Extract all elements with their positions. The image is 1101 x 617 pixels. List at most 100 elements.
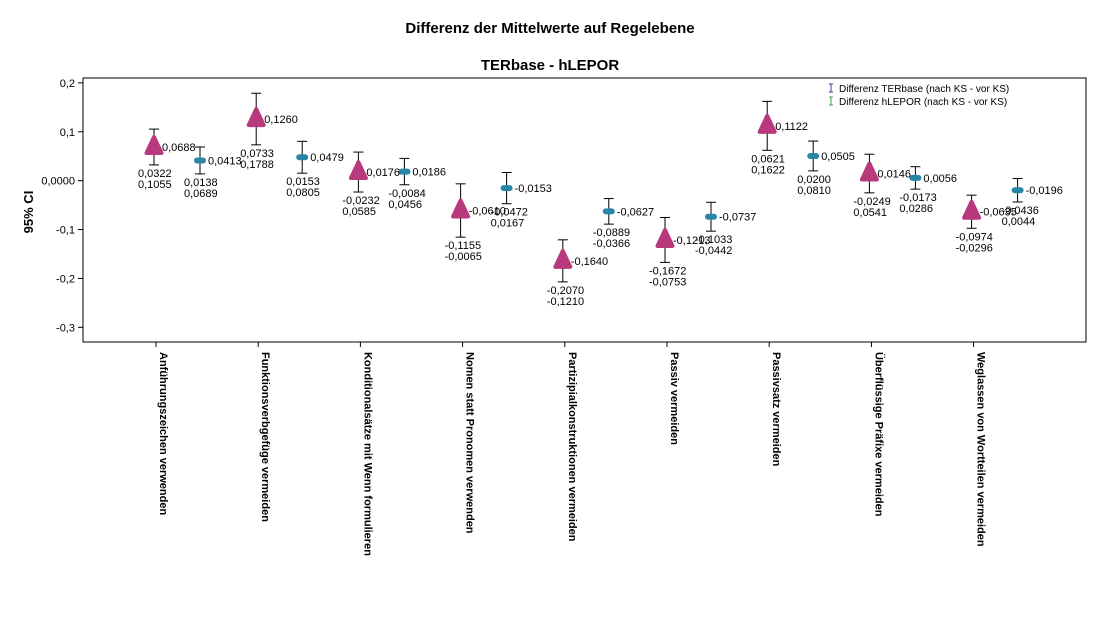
lower-ci-label: -0,0472 [491,207,528,219]
x-axis: Anführungszeichen verwenden Funktionsverb… [155,342,987,556]
lower-ci-label: 0,0733 [240,148,274,160]
chart-title: Differenz der Mittelwerte auf Regelebene [405,20,694,37]
upper-ci-label: 0,1055 [138,179,172,191]
value-label: 0,0688 [162,142,196,154]
y-tick-label: 0,0000 [41,176,75,188]
x-tick-label: Passivsatz vermeiden [770,352,782,467]
legend-item-terbase: Differenz TERbase (nach KS - vor KS) [829,83,1009,95]
data-point-terbase [757,113,777,134]
value-label: -0,1213 [673,235,710,247]
data-point-terbase [246,107,266,128]
legend-item-hlepor: Differenz hLEPOR (nach KS - vor KS) [829,96,1007,108]
upper-ci-label: 0,0541 [853,207,887,219]
upper-ci-label: 0,1788 [240,159,274,171]
lower-ci-label: 0,0153 [286,176,320,188]
data-point-hlepor [398,168,411,175]
lower-ci-label: 0,0200 [797,174,831,186]
upper-ci-label: -0,0065 [445,251,482,263]
upper-ci-label: 0,0810 [797,185,831,197]
data-point-hlepor [1011,187,1024,194]
data-point-hlepor [909,174,922,181]
upper-ci-label: -0,0442 [695,245,732,257]
data-point-terbase [655,227,675,248]
y-axis: 0,2 0,1 0,0000 -0,1 -0,2 -0,3 [41,78,83,334]
value-label: -0,1640 [571,256,608,268]
value-label: 0,1260 [264,114,298,126]
value-label: 0,1122 [775,121,808,133]
value-label: -0,0196 [1026,185,1063,197]
data-point-hlepor [705,213,717,220]
lower-ci-label: -0,2070 [547,285,584,297]
data-point-hlepor [296,154,309,161]
legend: Differenz TERbase (nach KS - vor KS) Dif… [829,83,1009,108]
plot-area [82,77,1087,343]
data-point-terbase [553,248,573,269]
value-label: -0,0153 [515,183,552,195]
x-tick-label: Anführungszeichen verwenden [157,352,169,515]
lower-ci-label: 0,0138 [184,177,218,189]
y-tick-label: 0,2 [60,78,75,90]
lower-ci-label: 0,0621 [751,153,785,165]
upper-ci-label: 0,0689 [184,188,218,200]
x-tick-label: Nomen statt Pronomen verwenden [464,352,476,534]
value-label: 0,0146 [877,169,911,181]
lower-ci-label: 0,0322 [138,168,172,180]
upper-ci-label: 0,0585 [342,206,376,218]
lower-ci-label: -0,1033 [695,234,732,246]
y-tick-label: 0,1 [60,127,75,139]
lower-ci-label: -0,0889 [593,227,630,239]
x-tick-label: Passiv vermeiden [668,352,680,445]
y-tick-label: -0,1 [56,225,75,237]
y-axis-label: 95% CI [21,191,36,234]
data-point-hlepor [194,157,206,164]
value-label: 0,0413 [208,155,242,167]
value-label: -0,0627 [617,206,654,218]
upper-ci-label: 0,0456 [388,199,422,211]
data-point-terbase [348,160,368,181]
x-tick-label: Partizipialkonstruktionen vermeiden [566,352,578,542]
upper-ci-label: -0,0366 [593,238,630,250]
value-label: 0,0176 [366,167,400,179]
data-point-hlepor [500,185,513,192]
x-tick-label: Weglassen von Wortteilen vermeiden [975,352,987,547]
lower-ci-label: -0,0173 [899,192,936,204]
y-tick-label: -0,2 [56,273,75,285]
value-label: -0,0737 [719,212,756,224]
x-tick-label: Konditionalsätze mit Wenn formulieren [361,352,373,556]
lower-ci-label: -0,1155 [445,240,482,252]
upper-ci-label: -0,0753 [649,276,686,288]
value-label: -0,0610 [469,205,506,217]
data-point-hlepor [602,208,615,215]
legend-label-hlepor: Differenz hLEPOR (nach KS - vor KS) [839,97,1007,108]
lower-ci-label: -0,0084 [388,188,425,200]
lower-ci-label: -0,0974 [956,231,993,243]
upper-ci-label: 0,0044 [1002,216,1036,228]
chart-subtitle: TERbase - hLEPOR [481,57,620,74]
value-label: -0,0635 [980,207,1017,219]
data-point-hlepor [807,152,820,159]
lower-ci-label: -0,0249 [853,196,890,208]
value-label: 0,0056 [923,173,957,185]
upper-ci-label: 0,1622 [751,164,785,176]
lower-ci-label: -0,1672 [649,265,686,277]
x-tick-label: Überflüssige Präfixe vermeiden [872,352,885,517]
value-label: 0,0479 [310,152,344,164]
markers [144,107,1024,269]
upper-ci-label: -0,1210 [547,296,584,308]
data-point-terbase [962,199,982,220]
data-point-terbase [144,135,164,156]
legend-label-terbase: Differenz TERbase (nach KS - vor KS) [839,84,1009,95]
data-point-terbase [451,198,471,219]
lower-ci-label: -0,0232 [342,195,379,207]
value-label: 0,0186 [412,167,446,179]
y-tick-label: -0,3 [56,322,75,334]
x-tick-label: Funktionsverbgefüge vermeiden [259,352,271,522]
upper-ci-label: 0,0167 [491,218,525,230]
lower-ci-label: -0,0436 [1002,205,1039,217]
value-label: 0,0505 [821,151,855,163]
upper-ci-label: 0,0286 [899,203,933,215]
data-point-terbase [859,161,879,182]
upper-ci-label: 0,0805 [286,187,320,199]
